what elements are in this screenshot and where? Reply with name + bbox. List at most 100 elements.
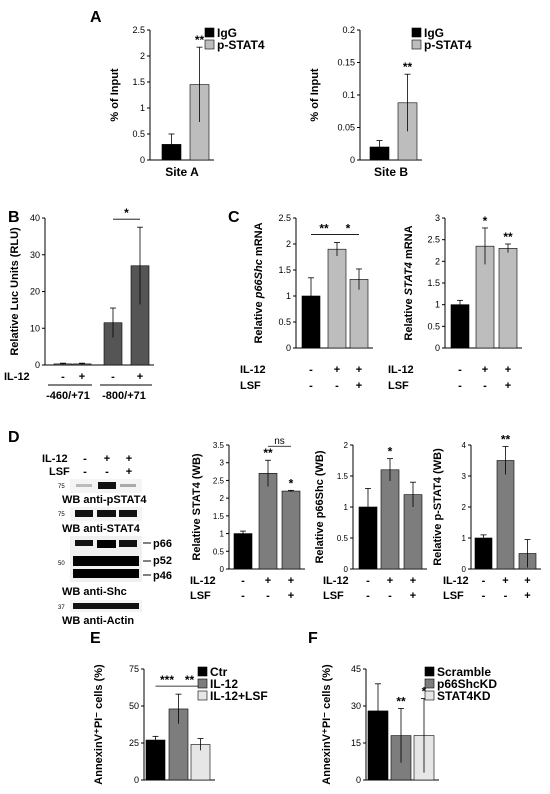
wb-lsf-sign-2: - xyxy=(105,466,109,478)
d1-significance-3: * xyxy=(289,476,294,490)
band-p52 xyxy=(73,556,139,566)
wb-il12-sign-1: - xyxy=(83,453,87,465)
wb-label-pstat4: WB anti-pSTAT4 xyxy=(62,494,147,506)
d2-significance-2: * xyxy=(388,445,393,459)
a1-y-label: % of Input xyxy=(109,68,121,121)
c2-bar-3 xyxy=(498,248,518,349)
a2-legend-label-2: p-STAT4 xyxy=(424,38,472,52)
d1-row-2-sign-2: - xyxy=(266,590,270,602)
wb-label-stat4: WB anti-STAT4 xyxy=(62,523,141,535)
d1-y-tick-label: 2.5 xyxy=(213,476,225,485)
d2-row-2-sign-1: - xyxy=(366,590,370,602)
d2-row-1-sign-1: - xyxy=(366,575,370,587)
e-y-tick-label: 75 xyxy=(129,664,139,674)
c2-y-tick-label: 1 xyxy=(435,300,440,310)
panel-letter-b: B xyxy=(8,209,20,226)
wb-lsf-sign-1: - xyxy=(83,466,87,478)
d3-row-2-sign-2: - xyxy=(504,590,508,602)
e-legend-swatch-3 xyxy=(197,690,208,701)
a1-y-tick-label: 2.5 xyxy=(132,25,145,35)
c1-row-label-2: LSF xyxy=(240,380,261,392)
a1-y-tick-label: 0 xyxy=(140,155,145,165)
a1-legend-label-2: p-STAT4 xyxy=(217,38,265,52)
d2-row-2-sign-3: + xyxy=(410,590,416,602)
e-legend-swatch-2 xyxy=(197,678,208,689)
wb-label-shc: WB anti-Shc xyxy=(62,586,127,598)
b-y-tick-label: 10 xyxy=(30,323,40,333)
c1-row-label-1: IL-12 xyxy=(240,364,266,376)
e-y-tick-label: 0 xyxy=(134,775,139,785)
band-p46 xyxy=(73,569,139,578)
d1-bracket-label-1: ns xyxy=(274,436,285,447)
d1-row-2-sign-3: + xyxy=(288,590,294,602)
d2-row-label-1: IL-12 xyxy=(323,575,349,587)
band-pstat4-3 xyxy=(120,484,136,487)
f-legend-swatch-2 xyxy=(424,678,435,689)
band-p66-2 xyxy=(97,540,116,548)
wb-label-actin: WB anti-Actin xyxy=(62,615,134,627)
f-y-label: AnnexinV⁺PI⁻ cells (%) xyxy=(321,664,333,785)
c2-row-label-1: IL-12 xyxy=(388,364,414,376)
d3-y-label: Relative p-STAT4 (WB) xyxy=(432,448,444,566)
b-y-label: Relative Luc Units (RLU) xyxy=(9,227,21,356)
panel-letter-a: A xyxy=(90,9,102,26)
c2-y-label: Relative STAT4 mRNA xyxy=(403,225,415,340)
c1-y-label: Relative p66Shc mRNA xyxy=(253,222,265,343)
d1-y-label: Relative STAT4 (WB) xyxy=(191,453,203,560)
e-bracket-label-2: ** xyxy=(185,673,195,687)
panel-letter-d: D xyxy=(8,429,20,446)
d3-y-tick-label: 3 xyxy=(462,472,467,481)
a2-legend-label-1: IgG xyxy=(424,26,444,40)
a2-y-tick-label: 0.05 xyxy=(337,123,355,133)
f-legend-label-1: Scramble xyxy=(437,665,491,679)
c2-row-1-sign-3: + xyxy=(505,364,511,376)
b-row-label: IL-12 xyxy=(4,371,30,383)
d1-row-1-sign-1: - xyxy=(241,575,245,587)
band-pstat4-2 xyxy=(98,482,116,489)
a2-legend-swatch-2 xyxy=(411,39,422,50)
d2-y-label: Relative p66Shc (WB) xyxy=(314,450,326,563)
d3-bar-1 xyxy=(474,537,493,570)
c1-y-tick-label: 1.5 xyxy=(278,265,291,275)
e-legend-label-3: IL-12+LSF xyxy=(210,689,268,703)
d3-row-1-sign-3: + xyxy=(524,575,530,587)
d1-row-1-sign-2: + xyxy=(265,575,271,587)
d3-row-1-sign-2: + xyxy=(502,575,508,587)
a2-y-label: % of Input xyxy=(309,68,321,121)
e-legend-label-1: Ctr xyxy=(210,665,228,679)
f-legend-label-2: p66ShcKD xyxy=(437,677,497,691)
e-legend-swatch-1 xyxy=(197,666,208,677)
a1-y-tick-label: 0.5 xyxy=(132,129,145,139)
a1-significance-2: ** xyxy=(195,33,205,47)
c2-row-2-sign-1: - xyxy=(458,380,462,392)
d3-significance-2: ** xyxy=(501,433,511,447)
western-blot: IL-12 LSF - + + - - + 75 WB anti-pSTAT4 … xyxy=(42,453,172,627)
b-bracket-label-1: * xyxy=(124,206,129,220)
d1-y-tick-label: 2 xyxy=(220,494,225,503)
band-actin xyxy=(73,603,139,609)
c2-y-tick-label: 2.5 xyxy=(427,235,440,245)
f-significance-3: * xyxy=(422,685,427,699)
e-y-tick-label: 25 xyxy=(129,738,139,748)
c2-y-tick-label: 1.5 xyxy=(427,278,440,288)
d2-bar-2 xyxy=(380,469,400,570)
c1-bar-2 xyxy=(327,248,347,349)
c2-row-1-sign-2: + xyxy=(482,364,488,376)
band-stat4-1 xyxy=(75,510,93,517)
e-bracket-label-1: *** xyxy=(160,673,174,687)
b-group-label-2: -800/+71 xyxy=(102,390,146,402)
d2-row-label-2: LSF xyxy=(323,590,344,602)
mw-marker-4: 37 xyxy=(58,605,65,611)
band-stat4-2 xyxy=(97,510,116,517)
f-significance-2: ** xyxy=(396,694,406,708)
d1-row-2-sign-1: - xyxy=(241,590,245,602)
c1-y-tick-label: 0.5 xyxy=(278,317,291,327)
d2-y-tick-label: 0.5 xyxy=(337,534,349,543)
d1-bar-2 xyxy=(258,473,278,570)
d1-y-tick-label: 1.5 xyxy=(213,512,225,521)
d1-row-1-sign-3: + xyxy=(288,575,294,587)
c2-bar-1 xyxy=(450,304,470,349)
a1-legend-swatch-2 xyxy=(204,39,215,50)
b-sign-2: + xyxy=(79,371,85,383)
